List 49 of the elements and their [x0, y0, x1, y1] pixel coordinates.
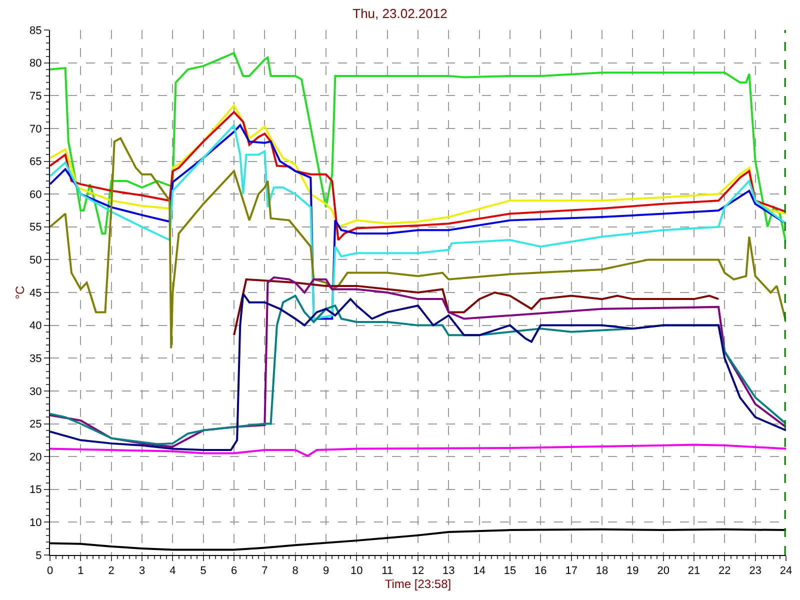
x-tick-label: 13: [442, 565, 455, 578]
x-tick-label: 1: [78, 565, 84, 578]
y-tick-label: 45: [30, 287, 42, 300]
y-tick-label: 75: [30, 90, 42, 102]
y-tick-label: 20: [30, 451, 42, 464]
x-tick-label: 18: [596, 565, 608, 578]
x-tick-label: 2: [108, 565, 114, 578]
x-tick-label: 0: [46, 565, 54, 578]
line-series: [233, 278, 720, 336]
x-tick-label: 12: [412, 565, 424, 578]
y-tick-label: 55: [30, 222, 42, 234]
x-tick-label: 6: [230, 565, 238, 578]
y-tick-label: 70: [30, 123, 42, 136]
x-tick-label: 15: [504, 565, 516, 578]
x-axis-title: Time [23:58]: [384, 577, 452, 592]
x-tick-label: 23: [749, 565, 762, 578]
x-tick-label: 3: [138, 565, 146, 578]
x-tick-label: 8: [292, 565, 298, 578]
y-tick-label: 65: [30, 156, 42, 168]
y-tick-label: 30: [30, 386, 42, 398]
line-series: [50, 137, 786, 350]
line-series: [50, 124, 786, 320]
x-tick-label: 4: [170, 565, 176, 578]
x-tick-label: 21: [688, 565, 700, 578]
y-axis-title: °C: [12, 285, 27, 300]
y-tick-label: 35: [30, 352, 42, 365]
x-tick-label: 9: [322, 565, 330, 578]
x-tick-label: 14: [473, 565, 486, 578]
line-series: [50, 444, 786, 457]
y-tick-label: 85: [30, 24, 42, 37]
x-tick-label: 16: [534, 565, 547, 578]
chart-title: Thu, 23.02.2012: [352, 6, 448, 22]
x-tick-label: 24: [780, 565, 792, 578]
y-tick-label: 60: [30, 188, 42, 201]
y-tick-label: 10: [30, 517, 42, 530]
y-tick-label: 15: [30, 484, 42, 496]
y-tick-label: 40: [30, 320, 42, 332]
y-tick-label: 5: [36, 550, 42, 562]
x-tick-label: 7: [262, 565, 268, 578]
y-tick-label: 50: [30, 254, 42, 267]
x-tick-label: 17: [565, 565, 578, 578]
x-tick-label: 10: [350, 565, 363, 578]
y-tick-label: 80: [30, 58, 42, 70]
x-tick-label: 19: [626, 565, 639, 578]
y-tick-label: 25: [30, 418, 42, 431]
x-tick-label: 20: [657, 565, 670, 578]
x-tick-label: 5: [200, 565, 206, 578]
x-tick-label: 11: [382, 565, 394, 578]
x-tick-label: 22: [718, 565, 731, 578]
